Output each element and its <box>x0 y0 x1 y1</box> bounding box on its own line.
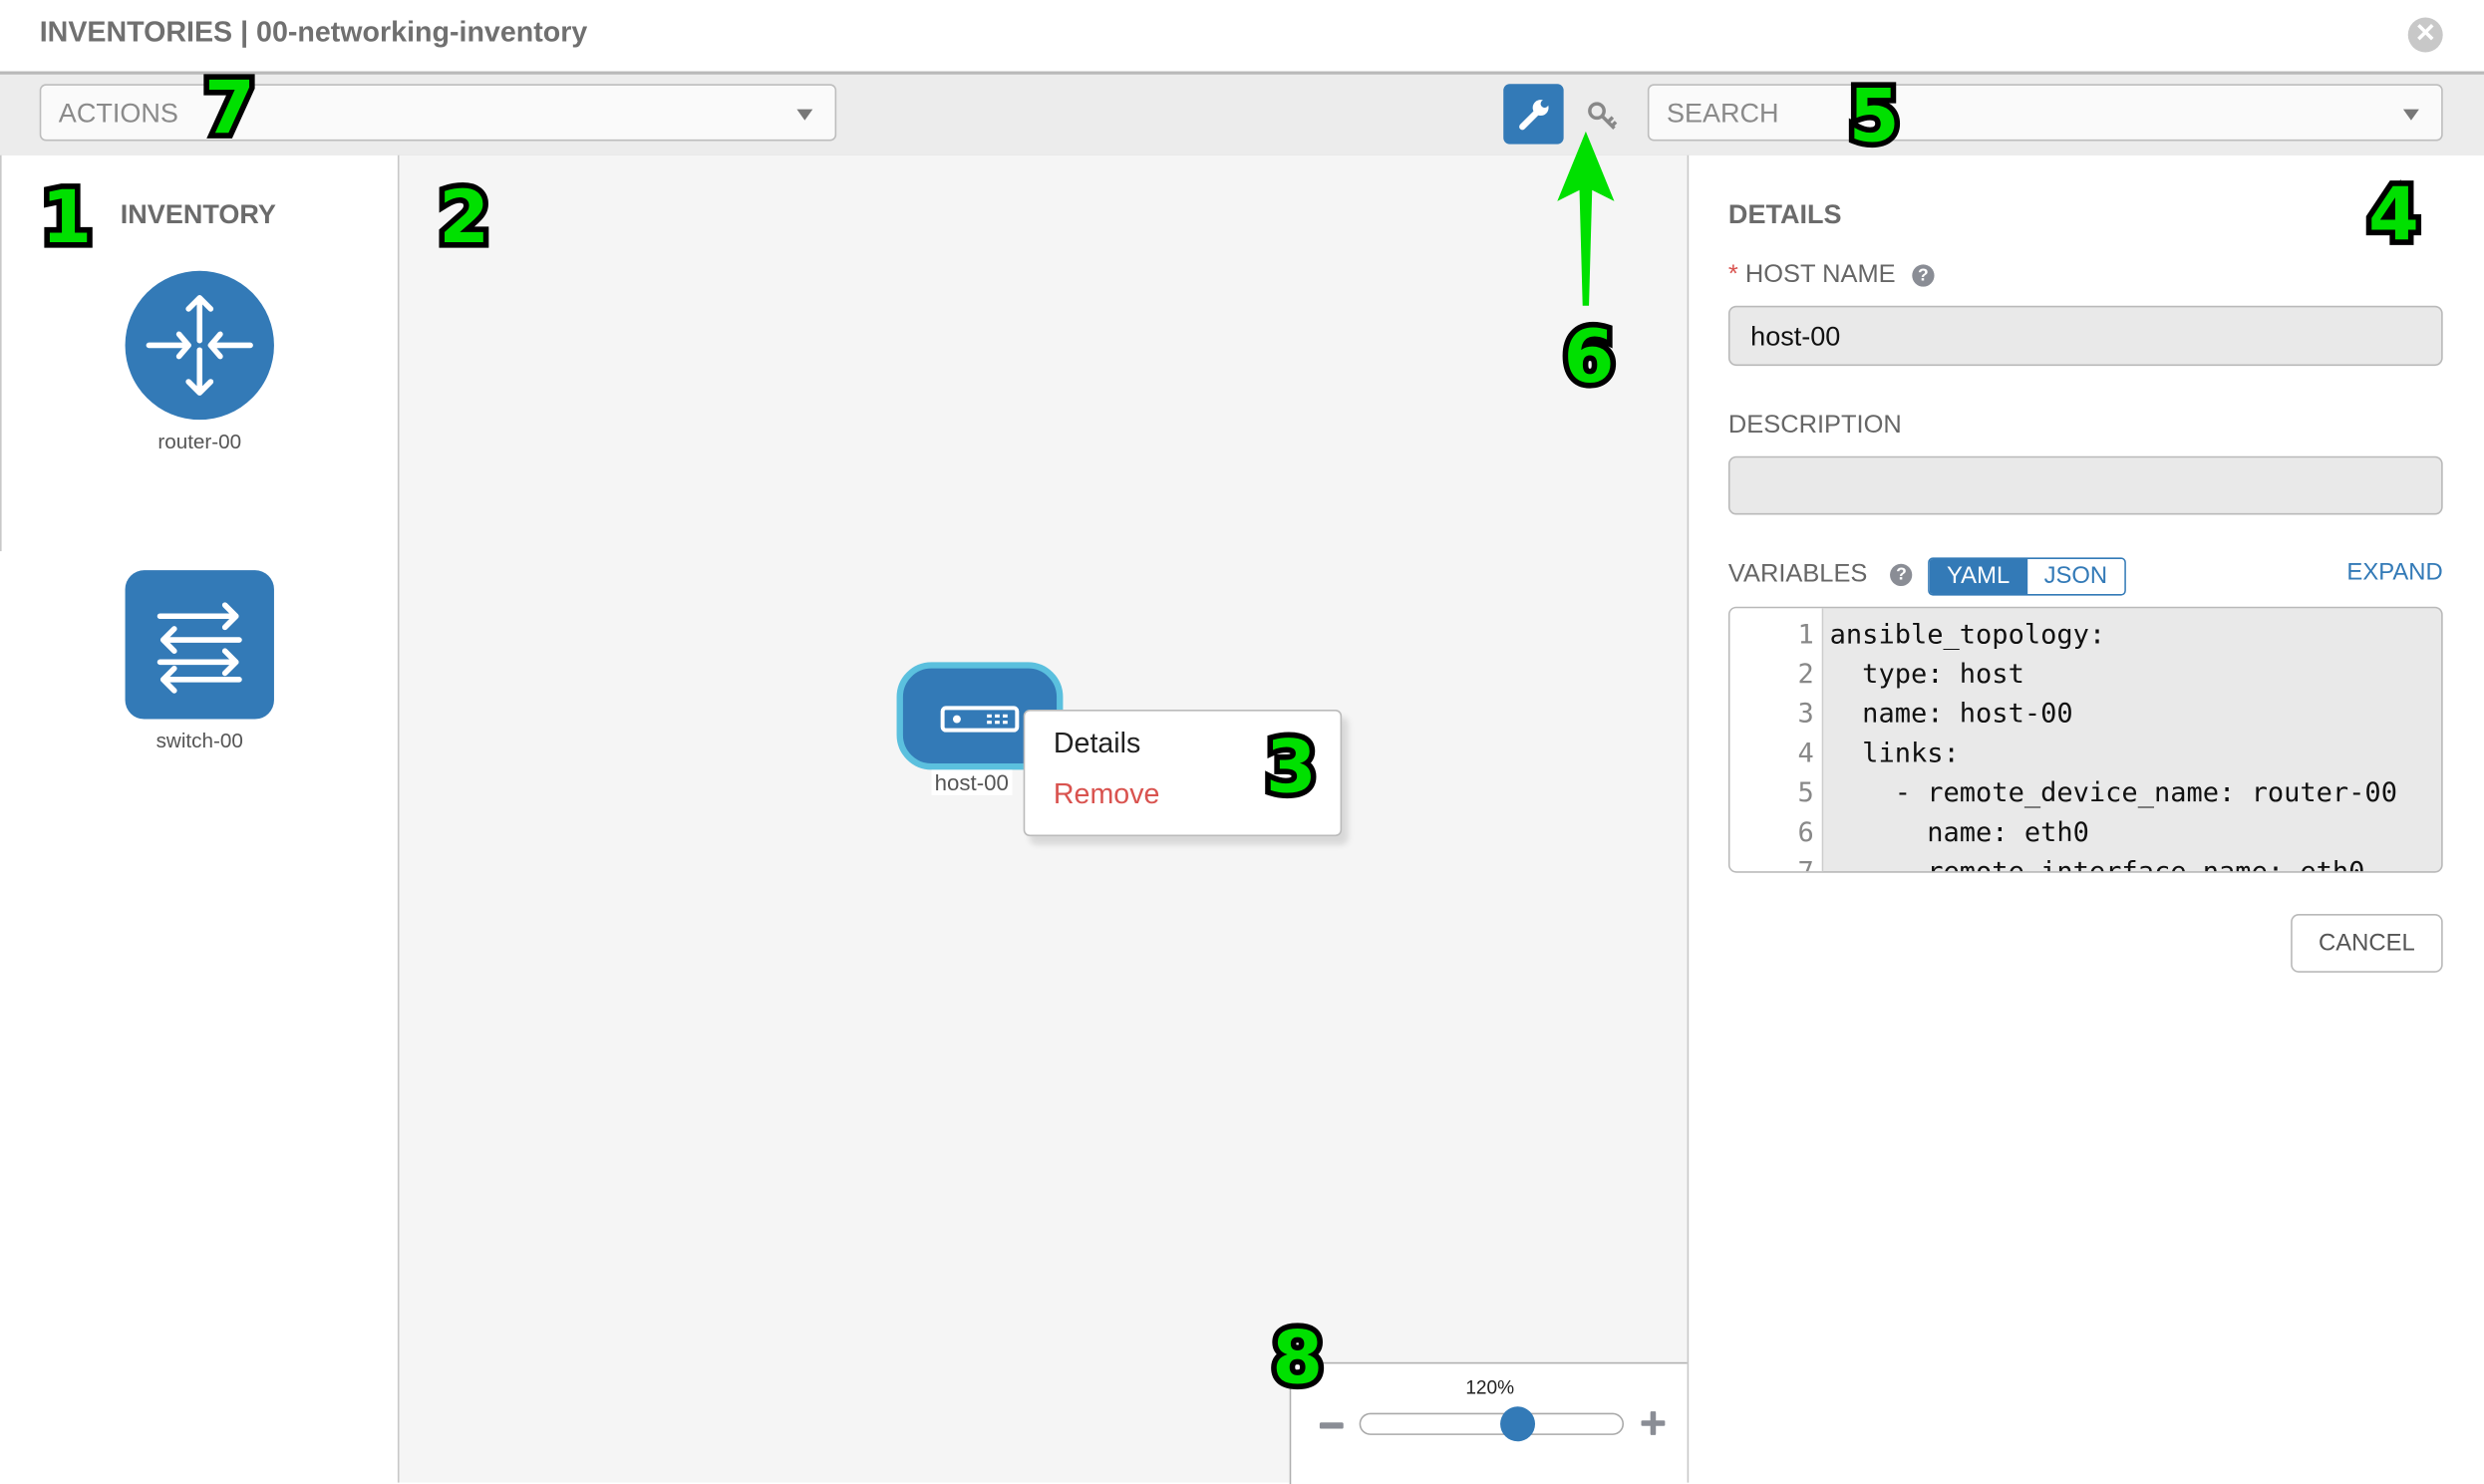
zoom-level: 120% <box>1465 1376 1515 1399</box>
annotation-5: 5 <box>1843 73 1905 158</box>
line-number: 7 <box>1797 856 1814 873</box>
annotation-7: 7 <box>198 65 260 150</box>
variables-label: VARIABLES ? <box>1728 561 1913 590</box>
panel-divider <box>0 154 2 552</box>
switch-icon <box>156 602 242 694</box>
line-number: 2 <box>1797 659 1814 691</box>
help-icon[interactable]: ? <box>1890 563 1913 587</box>
switch-item[interactable] <box>125 570 274 720</box>
host-name-input[interactable]: host-00 <box>1727 305 2443 367</box>
inventory-title: INVENTORY <box>120 199 276 230</box>
key-button[interactable] <box>1576 84 1627 144</box>
code-line: - remote_device_name: router-00 <box>1829 777 2397 810</box>
annotation-3: 3 <box>1260 724 1322 810</box>
host-server-icon <box>940 706 1020 733</box>
line-number: 6 <box>1797 817 1814 849</box>
yaml-toggle[interactable]: YAML <box>1929 559 2027 594</box>
line-number: 5 <box>1797 777 1814 810</box>
switch-label: switch-00 <box>155 729 243 752</box>
host-label: host-00 <box>931 769 1013 795</box>
annotation-4: 4 <box>2362 170 2424 257</box>
host-name-label: * HOST NAME ? <box>1728 261 1935 290</box>
key-icon <box>1588 102 1618 130</box>
zoom-control: 120% <box>1289 1361 1690 1484</box>
zoom-slider-thumb[interactable] <box>1500 1406 1536 1442</box>
zoom-in-icon[interactable] <box>1641 1411 1666 1435</box>
router-item[interactable] <box>125 270 274 421</box>
annotation-8: 8 <box>1267 1315 1329 1400</box>
actions-placeholder: ACTIONS <box>58 98 178 129</box>
zoom-out-icon[interactable] <box>1319 1422 1344 1429</box>
search-dropdown[interactable]: SEARCH <box>1647 84 2443 142</box>
zoom-slider[interactable] <box>1359 1412 1625 1435</box>
router-icon <box>146 295 253 396</box>
code-line: type: host <box>1829 659 2024 691</box>
annotation-1: 1 <box>36 173 98 260</box>
menu-item-details[interactable]: Details <box>1053 727 1141 759</box>
chevron-down-icon <box>796 109 813 121</box>
code-line: name: host-00 <box>1829 698 2073 731</box>
format-toggle: YAML JSON <box>1928 557 2126 596</box>
code-line: ansible_topology: <box>1829 619 2106 652</box>
code-line: links: <box>1829 738 1960 770</box>
toolbar: ACTIONS SEARCH <box>0 71 2484 158</box>
annotation-arrow-icon <box>1557 131 1615 306</box>
search-placeholder: SEARCH <box>1666 98 1779 129</box>
annotation-6: 6 <box>1558 313 1620 400</box>
description-label: DESCRIPTION <box>1727 412 1902 440</box>
wrench-button[interactable] <box>1503 84 1564 145</box>
menu-item-remove[interactable]: Remove <box>1053 777 1160 810</box>
line-number-gutter <box>1729 608 1824 872</box>
details-title: DETAILS <box>1727 199 1842 230</box>
page-title: INVENTORIES | 00-networking-inventory <box>39 15 588 48</box>
title-bar: INVENTORIES | 00-networking-inventory ✕ <box>0 0 2484 72</box>
close-icon[interactable]: ✕ <box>2407 17 2443 53</box>
help-icon[interactable]: ? <box>1912 264 1935 287</box>
router-label: router-00 <box>157 429 242 453</box>
expand-link[interactable]: EXPAND <box>2346 559 2443 587</box>
code-line: name: eth0 <box>1829 817 2089 849</box>
chevron-down-icon <box>2402 109 2419 121</box>
line-number: 4 <box>1797 738 1814 770</box>
wrench-icon <box>1519 100 1549 131</box>
context-menu: Details Remove <box>1023 710 1343 837</box>
description-input[interactable] <box>1727 455 2443 515</box>
host-name-value: host-00 <box>1750 321 1841 352</box>
line-number: 1 <box>1797 619 1814 652</box>
cancel-button[interactable]: CANCEL <box>2291 914 2443 973</box>
required-mark: * <box>1727 261 1738 289</box>
line-number: 3 <box>1797 698 1814 731</box>
variables-label-text: VARIABLES <box>1727 560 1868 588</box>
host-name-label-text: HOST NAME <box>1744 261 1896 289</box>
json-toggle[interactable]: JSON <box>2026 559 2125 594</box>
actions-dropdown[interactable]: ACTIONS <box>39 84 837 142</box>
variables-editor[interactable]: 1 ansible_topology: 2 type: host 3 name: ho… <box>1727 606 2443 873</box>
annotation-2: 2 <box>434 173 495 260</box>
code-line: remote_interface_name: eth0 <box>1829 856 2365 873</box>
